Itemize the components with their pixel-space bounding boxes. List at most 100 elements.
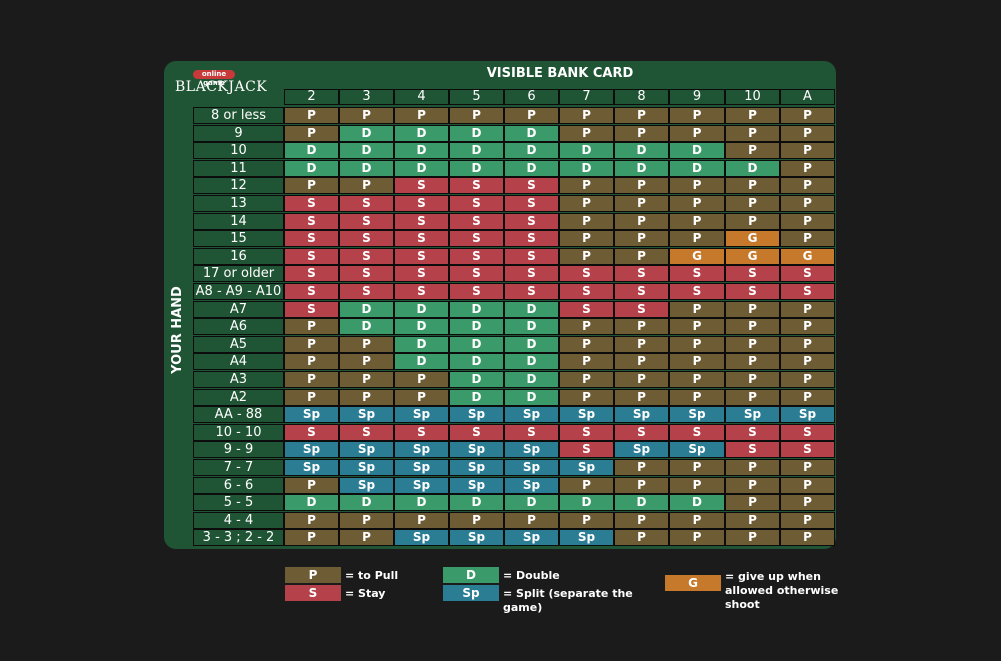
strategy-cell: D xyxy=(504,371,559,388)
strategy-cell: D xyxy=(614,142,669,159)
strategy-cell: P xyxy=(669,177,725,194)
strategy-cell: P xyxy=(614,125,669,142)
strategy-cell: S xyxy=(504,424,559,441)
strategy-cell: S xyxy=(614,424,669,441)
strategy-cell: D xyxy=(394,160,449,177)
strategy-cell: S xyxy=(284,283,339,300)
strategy-cell: P xyxy=(559,107,614,124)
row-header: A2 xyxy=(193,389,284,406)
strategy-cell: P xyxy=(725,336,780,353)
strategy-cell: D xyxy=(284,160,339,177)
strategy-cell: D xyxy=(449,301,504,318)
strategy-cell: P xyxy=(669,477,725,494)
legend-swatch-d: D xyxy=(443,567,499,583)
strategy-cell: S xyxy=(284,195,339,212)
strategy-cell: S xyxy=(780,424,835,441)
logo-wordmark: BLACKJACK xyxy=(175,79,268,95)
strategy-cell: P xyxy=(725,389,780,406)
strategy-cell: P xyxy=(669,125,725,142)
strategy-cell: D xyxy=(669,494,725,511)
strategy-cell: S xyxy=(504,265,559,282)
strategy-cell: S xyxy=(449,283,504,300)
legend-swatch-sp: Sp xyxy=(443,585,499,601)
column-header-7: 7 xyxy=(559,89,614,105)
strategy-cell: P xyxy=(614,529,669,546)
strategy-cell: P xyxy=(780,107,835,124)
strategy-cell: Sp xyxy=(449,529,504,546)
strategy-cell: P xyxy=(725,371,780,388)
strategy-cell: Sp xyxy=(339,441,394,458)
row-header: 3 - 3 ; 2 - 2 xyxy=(193,529,284,546)
strategy-cell: D xyxy=(339,125,394,142)
strategy-cell: D xyxy=(614,160,669,177)
row-header: 5 - 5 xyxy=(193,494,284,511)
strategy-cell: P xyxy=(725,353,780,370)
strategy-cell: D xyxy=(559,160,614,177)
strategy-cell: D xyxy=(504,142,559,159)
strategy-cell: S xyxy=(449,177,504,194)
strategy-cell: D xyxy=(449,160,504,177)
row-header: A8 - A9 - A10 xyxy=(193,283,284,300)
row-axis-title: YOUR HAND xyxy=(170,286,185,374)
strategy-cell: P xyxy=(284,512,339,529)
strategy-cell: D xyxy=(394,301,449,318)
legend-label-p: = to Pull xyxy=(345,569,399,582)
strategy-cell: P xyxy=(504,512,559,529)
strategy-cell: Sp xyxy=(559,529,614,546)
strategy-cell: D xyxy=(504,301,559,318)
strategy-cell: Sp xyxy=(284,441,339,458)
strategy-cell: S xyxy=(614,283,669,300)
strategy-cell: D xyxy=(339,301,394,318)
strategy-cell: D xyxy=(449,353,504,370)
strategy-cell: S xyxy=(669,424,725,441)
strategy-cell: S xyxy=(725,283,780,300)
strategy-cell: P xyxy=(725,494,780,511)
legend-label-sp: = Split (separate the game) xyxy=(503,587,633,614)
strategy-cell: S xyxy=(394,248,449,265)
strategy-cell: P xyxy=(780,195,835,212)
strategy-cell: P xyxy=(559,125,614,142)
strategy-cell: Sp xyxy=(394,406,449,423)
strategy-cell: S xyxy=(284,248,339,265)
row-header: AA - 88 xyxy=(193,406,284,423)
strategy-cell: P xyxy=(559,230,614,247)
strategy-cell: Sp xyxy=(669,406,725,423)
strategy-cell: S xyxy=(284,265,339,282)
strategy-cell: P xyxy=(780,512,835,529)
strategy-cell: Sp xyxy=(394,477,449,494)
row-header: A7 xyxy=(193,301,284,318)
strategy-cell: P xyxy=(725,195,780,212)
strategy-cell: D xyxy=(339,142,394,159)
strategy-cell: P xyxy=(559,512,614,529)
strategy-cell: P xyxy=(725,459,780,476)
strategy-cell: P xyxy=(284,389,339,406)
strategy-cell: P xyxy=(339,389,394,406)
strategy-cell: Sp xyxy=(284,459,339,476)
strategy-cell: D xyxy=(449,142,504,159)
row-header: A5 xyxy=(193,336,284,353)
row-header: 10 - 10 xyxy=(193,424,284,441)
strategy-cell: S xyxy=(559,265,614,282)
strategy-cell: S xyxy=(559,441,614,458)
strategy-cell: P xyxy=(725,142,780,159)
row-header: 12 xyxy=(193,177,284,194)
strategy-cell: P xyxy=(614,512,669,529)
strategy-cell: P xyxy=(284,529,339,546)
strategy-cell: S xyxy=(559,301,614,318)
strategy-cell: Sp xyxy=(449,441,504,458)
strategy-cell: P xyxy=(780,230,835,247)
strategy-cell: P xyxy=(614,336,669,353)
strategy-cell: P xyxy=(780,160,835,177)
strategy-cell: P xyxy=(284,353,339,370)
strategy-cell: Sp xyxy=(780,406,835,423)
strategy-cell: Sp xyxy=(614,441,669,458)
strategy-cell: S xyxy=(284,213,339,230)
strategy-cell: P xyxy=(559,336,614,353)
strategy-cell: Sp xyxy=(449,477,504,494)
row-header: 9 xyxy=(193,125,284,142)
row-header: 16 xyxy=(193,248,284,265)
strategy-cell: P xyxy=(559,213,614,230)
column-header-10: 10 xyxy=(725,89,780,105)
strategy-cell: D xyxy=(394,125,449,142)
strategy-cell: P xyxy=(780,371,835,388)
